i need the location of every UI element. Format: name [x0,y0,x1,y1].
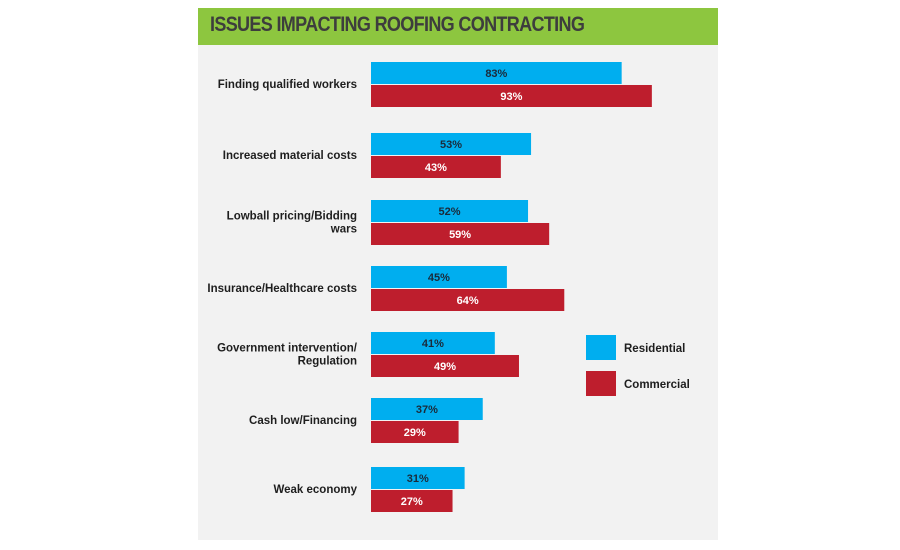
bar-commercial [371,289,565,311]
bar-commercial [371,355,519,377]
data-label: 37% [416,404,438,416]
data-label: 49% [434,361,456,373]
category-label: Increased material costs [223,150,357,162]
chart-title: ISSUES IMPACTING ROOFING CONTRACTING [210,13,585,36]
data-label: 31% [407,473,429,485]
legend-label: Commercial [624,379,690,391]
legend-swatch-residential [586,335,616,360]
bar-commercial [371,223,550,245]
bar-commercial [371,156,501,178]
legend-swatch-commercial [586,371,616,396]
category-label: Insurance/Healthcare costs [207,283,357,295]
data-label: 43% [425,162,447,174]
title-bar: ISSUES IMPACTING ROOFING CONTRACTING [198,8,718,45]
data-label: 52% [439,206,461,218]
category-label: Government intervention/Regulation [217,343,358,368]
data-label: 53% [440,139,462,151]
category-label: Cash low/Financing [249,415,357,427]
bar-residential [371,62,622,84]
data-label: 83% [485,68,507,80]
data-label: 27% [401,496,423,508]
data-label: 59% [449,229,471,241]
bar-residential [371,467,465,489]
data-label: 45% [428,272,450,284]
bar-residential [371,266,507,288]
data-label: 41% [422,338,444,350]
category-label: Lowball pricing/Bidding wars [227,211,357,236]
bar-residential [371,133,532,155]
bar-commercial [371,421,459,443]
bar-commercial [371,490,453,512]
bar-residential [371,398,483,420]
bar-residential [371,332,495,354]
data-label: 93% [500,91,522,103]
category-label: Weak economy [273,484,357,496]
category-label: Finding qualified workers [218,79,357,91]
legend-label: Residential [624,343,685,355]
bar-residential [371,200,529,222]
data-label: 29% [404,427,426,439]
data-label: 64% [457,295,479,307]
bar-commercial [371,85,652,107]
